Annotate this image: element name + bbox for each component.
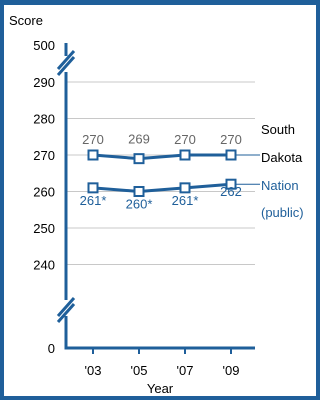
series-1: 261* 260* 261* 262 Nation (public)	[80, 178, 304, 220]
axes	[56, 43, 255, 354]
x-tick-label-0: '03	[85, 363, 102, 378]
series-0: 270 269 270 270 South Dakota	[82, 122, 303, 165]
data-label-0-3: 270	[220, 132, 242, 147]
data-point-1-1	[133, 186, 145, 197]
data-label-0-0: 270	[82, 132, 104, 147]
axis-break-upper-b	[56, 56, 76, 76]
series-name-1-line-1: (public)	[261, 205, 304, 220]
data-label-1-2: 261*	[172, 193, 199, 208]
y-tick-label-280: 280	[33, 112, 55, 127]
data-point-1-0	[87, 182, 99, 194]
y-tick-label-500: 500	[33, 38, 55, 53]
series-name-1-line-0: Nation	[261, 178, 299, 193]
data-point-0-2	[179, 149, 191, 161]
y-axis-label: Score	[9, 13, 43, 28]
data-label-1-3: 262	[220, 184, 242, 199]
series-name-0-line-0: South	[261, 122, 295, 137]
axis-break-lower-a	[56, 297, 76, 317]
data-label-0-2: 270	[174, 132, 196, 147]
data-label-1-0: 261*	[80, 193, 107, 208]
series-group: 270 269 270 270 South Dakota 261* 260* 261* 262 Na…	[80, 122, 304, 220]
series-line-0	[92, 153, 231, 161]
x-axis-label: Year	[147, 381, 174, 396]
y-tick-label-240: 240	[33, 258, 55, 273]
y-tick-label-290: 290	[33, 75, 55, 90]
data-point-1-2	[179, 182, 191, 194]
x-tick-label-2: '07	[177, 363, 194, 378]
y-tick-label-260: 260	[33, 185, 55, 200]
x-tick-label-3: '09	[223, 363, 240, 378]
tick-labels: 0 240 250 260 270 280 290 500 '03 '05 '07 '09	[33, 38, 239, 378]
data-point-0-3	[225, 149, 237, 161]
y-tick-label-270: 270	[33, 148, 55, 163]
data-label-1-1: 260*	[126, 197, 153, 212]
y-tick-label-250: 250	[33, 221, 55, 236]
series-line-1	[92, 182, 232, 194]
axis-break-upper-a	[56, 50, 76, 70]
gridlines	[66, 81, 255, 265]
data-point-0-0	[87, 149, 99, 161]
axis-break-lower-b	[56, 303, 76, 323]
data-point-0-1	[133, 153, 145, 165]
data-label-0-1: 269	[128, 132, 150, 147]
x-tick-label-1: '05	[131, 363, 148, 378]
series-name-0-line-1: Dakota	[261, 150, 303, 165]
y-tick-label-0: 0	[48, 341, 55, 356]
